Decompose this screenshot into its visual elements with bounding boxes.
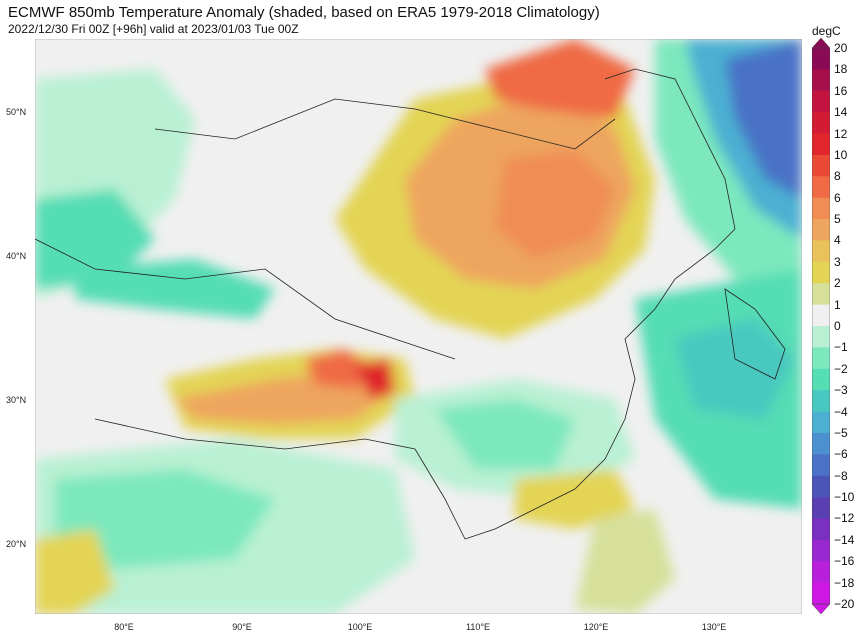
colorbar <box>812 38 830 614</box>
colorbar-segment <box>812 219 830 241</box>
colorbar-tick-label: −10 <box>834 490 855 505</box>
colorbar-segment <box>812 454 830 476</box>
lat-label-40: 40°N <box>6 251 27 261</box>
chart-subtitle: 2022/12/30 Fri 00Z [+96h] valid at 2023/… <box>8 22 299 36</box>
colorbar-segment <box>812 69 830 92</box>
lon-label-130: 130°E <box>701 622 727 632</box>
colorbar-tick-label: −20 <box>834 597 855 611</box>
lat-label-20: 20°N <box>6 539 27 549</box>
colorbar-segment <box>812 411 830 434</box>
colorbar-segment <box>812 176 830 198</box>
colorbar-max-arrow <box>812 38 830 49</box>
colorbar-segment <box>812 368 830 391</box>
colorbar-tick-label: −2 <box>834 361 848 376</box>
boundary-lines <box>35 68 786 540</box>
anomaly-fields <box>35 39 802 614</box>
chart-title: ECMWF 850mb Temperature Anomaly (shaded,… <box>8 4 600 21</box>
colorbar-segment <box>812 347 830 370</box>
colorbar-unit: degC <box>812 24 841 38</box>
lon-label-110: 110°E <box>466 622 490 632</box>
colorbar-tick-label: 2 <box>834 276 841 291</box>
colorbar-segment <box>812 539 830 562</box>
colorbar-tick-label: 1 <box>834 297 841 312</box>
colorbar-segment <box>812 197 830 220</box>
anomaly-map <box>35 39 802 614</box>
colorbar-segment <box>812 582 830 605</box>
colorbar-segment <box>812 432 830 455</box>
colorbar-tick-label: 12 <box>834 126 848 141</box>
colorbar-tick-label: 4 <box>834 233 841 248</box>
colorbar-segment <box>812 240 830 263</box>
colorbar-tick-label: −18 <box>834 575 855 590</box>
colorbar-tick-label: 3 <box>834 254 841 269</box>
colorbar-tick-label: 14 <box>834 105 848 120</box>
colorbar-tick-label: −4 <box>834 404 848 419</box>
colorbar-segment <box>812 390 830 412</box>
lon-label-100: 100°E <box>347 622 373 632</box>
colorbar-tick-label: −5 <box>834 425 848 440</box>
colorbar-tick-label: 20 <box>834 41 848 55</box>
colorbar-tick-label: −14 <box>834 532 855 547</box>
colorbar-tick-label: −1 <box>834 340 848 355</box>
colorbar-tick-label: 0 <box>834 319 841 333</box>
lat-label-30: 30°N <box>6 395 27 405</box>
lon-label-80: 80°E <box>114 622 134 632</box>
lat-label-50: 50°N <box>6 107 27 117</box>
colorbar-segment <box>812 475 830 498</box>
colorbar-segment <box>812 261 830 284</box>
colorbar-tick-label: 10 <box>834 147 848 162</box>
colorbar-tick-label: 8 <box>834 169 841 184</box>
colorbar-min-arrow <box>812 603 830 614</box>
colorbar-tick-label: −12 <box>834 511 855 526</box>
colorbar-tick-label: 6 <box>834 190 841 205</box>
colorbar-segment <box>812 112 830 134</box>
colorbar-tick-label: −3 <box>834 383 848 398</box>
colorbar-segment <box>812 90 830 113</box>
colorbar-tick-label: −16 <box>834 554 855 569</box>
lon-label-90: 90°E <box>232 622 252 632</box>
lon-label-120: 120°E <box>583 622 609 632</box>
colorbar-segment <box>812 133 830 156</box>
colorbar-segment <box>812 497 830 519</box>
colorbar-segment <box>812 561 830 583</box>
colorbar-segment <box>812 283 830 305</box>
colorbar-segment <box>812 518 830 541</box>
colorbar-tick-label: −6 <box>834 447 848 462</box>
colorbar-segment <box>812 304 830 327</box>
colorbar-segment <box>812 154 830 177</box>
colorbar-tick-label: 16 <box>834 83 848 98</box>
colorbar-tick-label: 18 <box>834 62 848 77</box>
colorbar-tick-label: −8 <box>834 468 848 483</box>
colorbar-tick-label: 5 <box>834 212 841 227</box>
colorbar-segment <box>812 326 830 348</box>
colorbar-segment <box>812 48 830 70</box>
